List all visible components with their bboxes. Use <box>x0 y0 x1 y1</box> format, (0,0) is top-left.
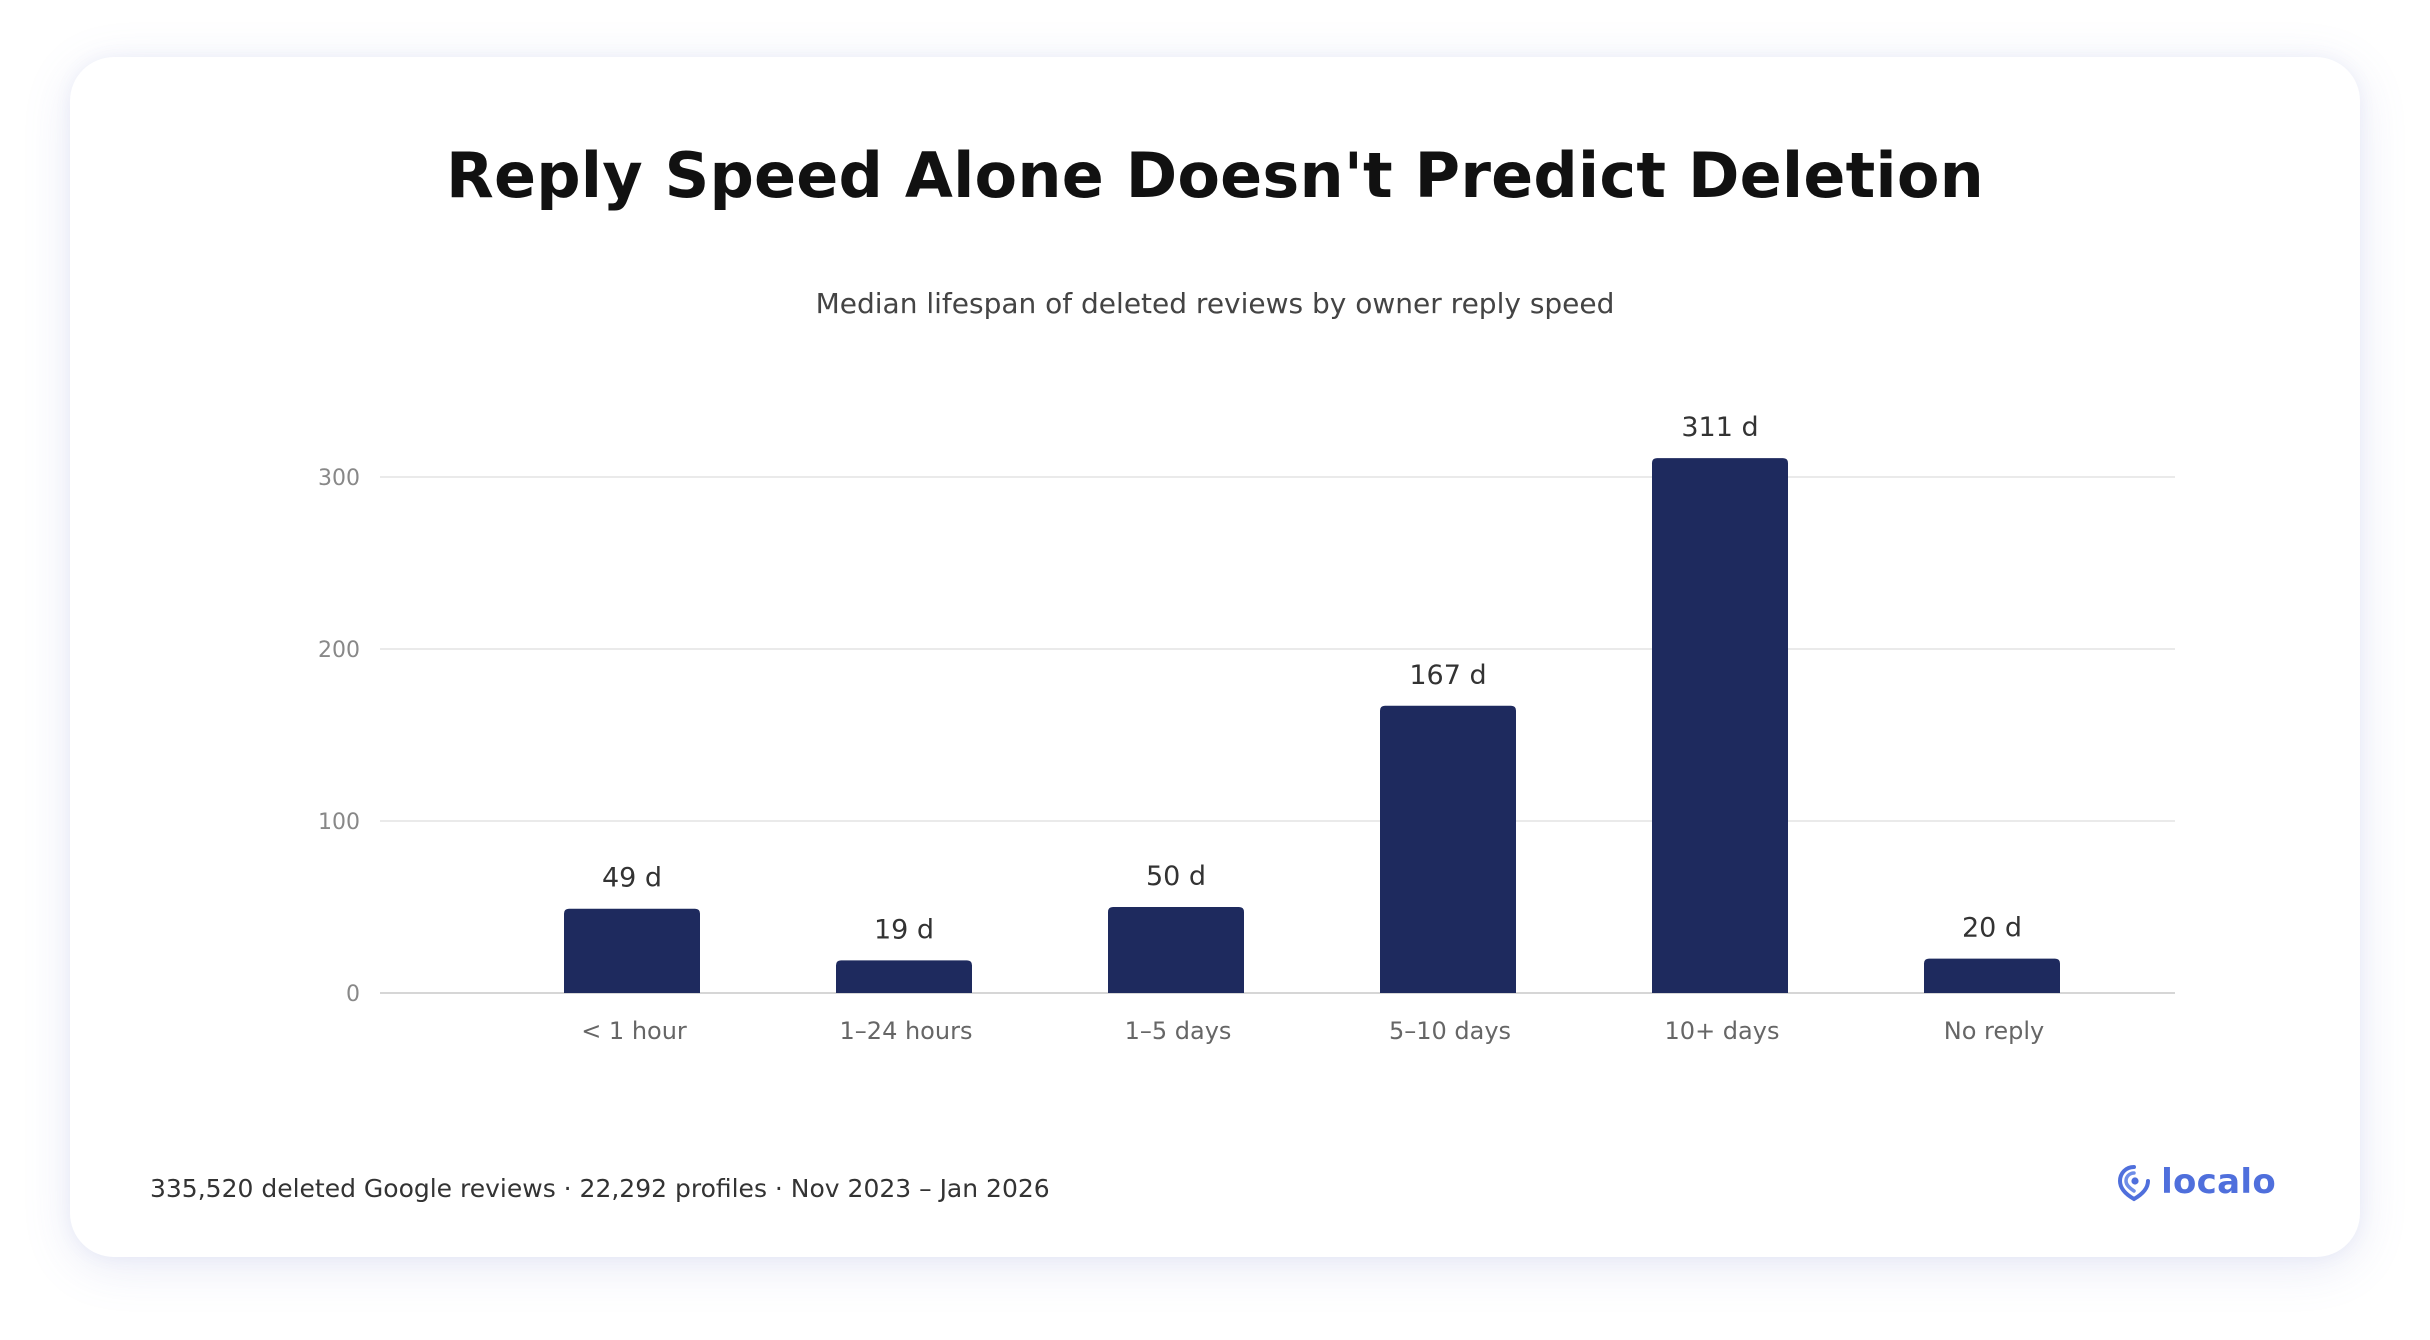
y-tick-label: 100 <box>318 810 360 835</box>
bar-layer <box>564 458 2060 994</box>
data-label: 20 d <box>1962 913 2022 944</box>
x-tick-label: < 1 hour <box>581 1017 687 1045</box>
bar <box>836 960 972 993</box>
brand-name: localo <box>2161 1162 2276 1202</box>
x-tick-label: 1–5 days <box>1125 1017 1232 1045</box>
y-tick-label: 0 <box>346 982 360 1007</box>
brand-logo: localo <box>2113 1161 2276 1203</box>
chart-card: Reply Speed Alone Doesn't Predict Deleti… <box>70 57 2360 1257</box>
y-tick-label: 200 <box>318 638 360 663</box>
chart-subtitle: Median lifespan of deleted reviews by ow… <box>815 287 1615 320</box>
bar <box>1108 907 1244 993</box>
data-label: 311 d <box>1681 412 1758 443</box>
bar <box>1652 458 1788 994</box>
x-tick-label: 10+ days <box>1665 1017 1780 1045</box>
footnote: 335,520 deleted Google reviews · 22,292 … <box>150 1174 1050 1203</box>
location-pin-icon <box>2118 1165 2151 1202</box>
data-label: 19 d <box>874 914 934 945</box>
bar <box>1380 705 1516 993</box>
bar-chart: 0 100 200 300 49 d < 1 hour 19 d 1–24 hours 50 d… <box>318 412 2175 1045</box>
chart-title: Reply Speed Alone Doesn't Predict Deleti… <box>446 139 1984 212</box>
x-tick-label: 1–24 hours <box>840 1017 973 1045</box>
data-label: 167 d <box>1409 660 1486 691</box>
x-tick-label: No reply <box>1944 1017 2044 1045</box>
x-tick-label: 5–10 days <box>1389 1017 1511 1045</box>
data-label: 49 d <box>602 863 662 894</box>
y-tick-label: 300 <box>318 466 360 491</box>
data-label: 50 d <box>1146 861 1206 892</box>
bar <box>564 908 700 993</box>
label-layer: 0 100 200 300 49 d < 1 hour 19 d 1–24 hours 50 d… <box>318 412 2044 1045</box>
bar <box>1924 958 2060 993</box>
